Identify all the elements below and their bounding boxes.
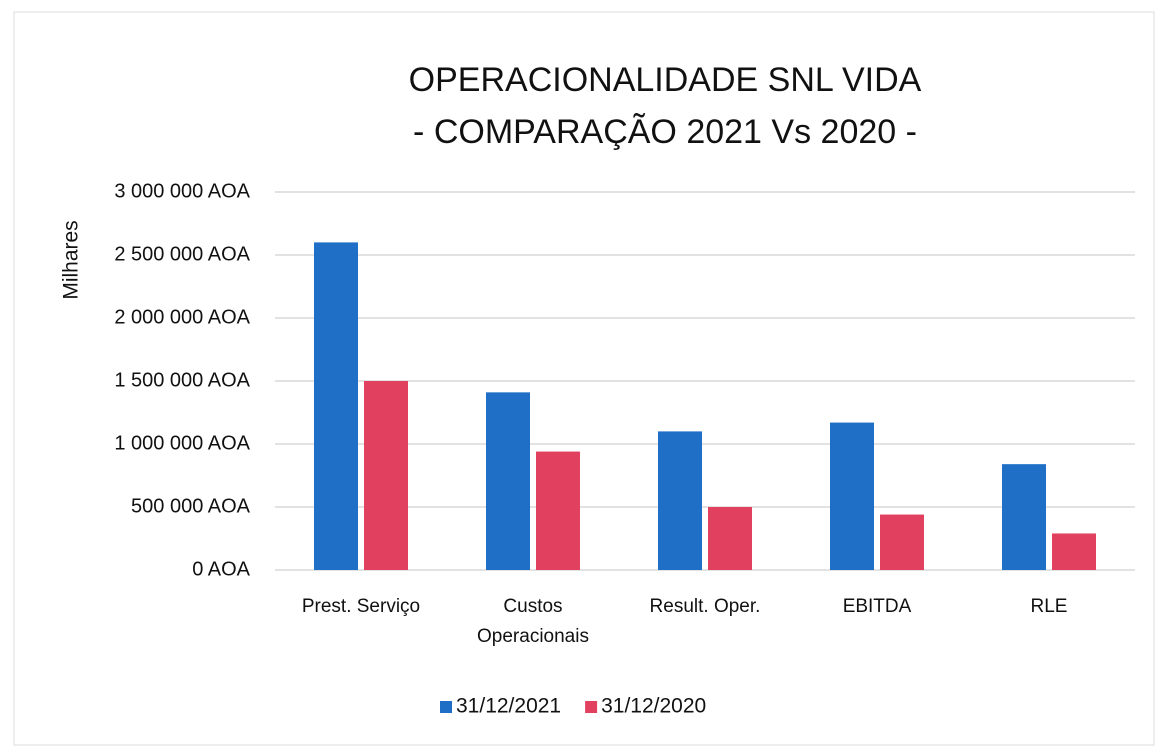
bar: [536, 451, 580, 570]
y-tick-label: 2 500 000 AOA: [114, 243, 250, 265]
y-tick-label: 2 000 000 AOA: [114, 306, 250, 328]
legend-swatch: [585, 701, 598, 713]
bar: [708, 507, 752, 570]
x-tick-label: Result. Oper.: [649, 596, 761, 617]
x-tick-label: Prest. Serviço: [301, 596, 421, 617]
x-tick-label: RLE: [1030, 596, 1068, 617]
bar: [830, 422, 874, 570]
legend-label: 31/12/2020: [601, 695, 706, 718]
chart-subtitle: - COMPARAÇÃO 2021 Vs 2020 -: [413, 113, 917, 151]
chart-frame: [13, 11, 1155, 746]
y-tick-label: 500 000 AOA: [131, 495, 251, 517]
y-tick-label: 0 AOA: [192, 558, 250, 580]
bar: [1052, 533, 1096, 570]
bar: [880, 514, 924, 570]
chart-title: OPERACIONALIDADE SNL VIDA: [409, 61, 922, 99]
x-tick-label: Custos Operacionais: [477, 596, 589, 647]
legend-label: 31/12/2021: [456, 695, 561, 718]
bar: [1002, 464, 1046, 570]
bar: [314, 242, 358, 570]
x-tick-label: EBITDA: [842, 596, 912, 617]
y-axis-label: Milhares: [60, 220, 83, 299]
bar: [364, 381, 408, 570]
bar: [658, 431, 702, 570]
y-tick-label: 3 000 000 AOA: [114, 180, 250, 202]
legend-swatch: [440, 701, 452, 713]
y-tick-label: 1 000 000 AOA: [114, 432, 250, 454]
y-tick-label: 1 500 000 AOA: [114, 369, 250, 391]
bar: [486, 392, 530, 570]
